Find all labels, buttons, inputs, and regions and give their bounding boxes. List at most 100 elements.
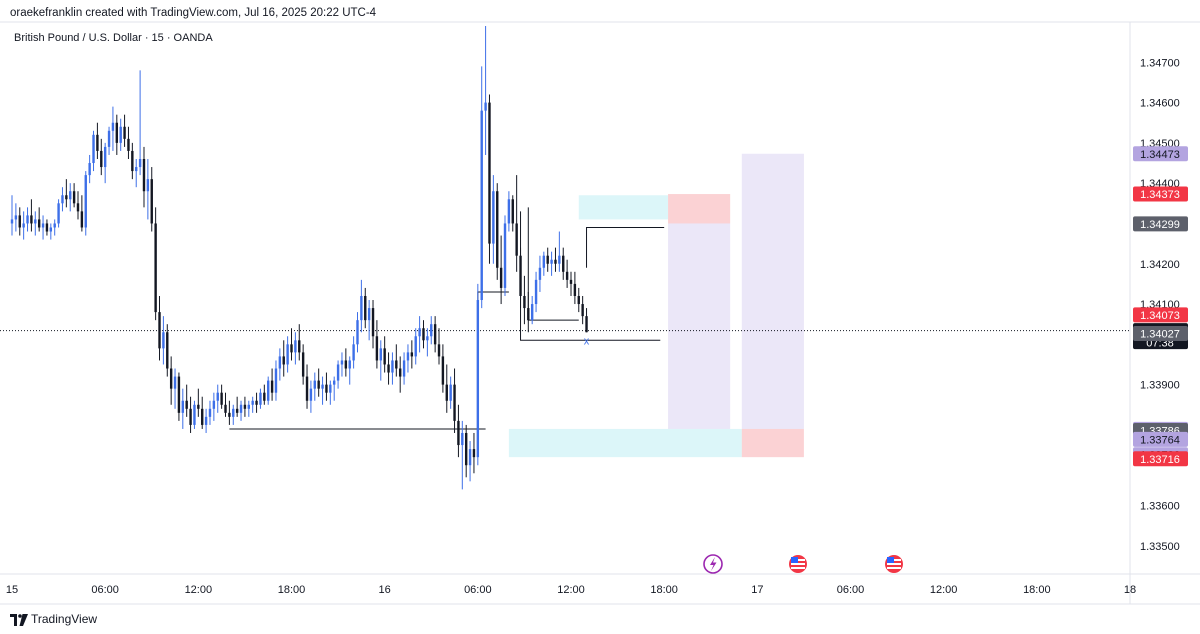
candle-body <box>142 158 146 192</box>
candle-body <box>208 408 212 417</box>
candle <box>530 295 534 325</box>
candle-body <box>367 308 371 321</box>
red-zone <box>668 194 731 224</box>
candle-body <box>336 364 340 381</box>
candle-body <box>507 199 511 224</box>
candle <box>103 142 107 184</box>
candle <box>26 207 29 232</box>
candle <box>166 324 169 377</box>
candle <box>329 380 332 405</box>
candle-body <box>212 400 216 409</box>
candle <box>201 396 204 429</box>
candle <box>228 400 231 425</box>
candle <box>96 122 99 159</box>
candle <box>115 114 119 155</box>
candle <box>278 348 282 381</box>
candle <box>527 291 530 333</box>
candle <box>461 420 464 490</box>
candle-body <box>309 388 313 401</box>
footer: TradingView <box>0 604 1200 634</box>
candle <box>344 348 348 377</box>
candle <box>472 432 476 474</box>
candle-body <box>173 376 177 389</box>
candle-body <box>364 295 367 321</box>
candle-body <box>577 295 580 305</box>
candle-body <box>84 175 87 228</box>
candle <box>193 400 196 429</box>
candle <box>100 138 103 176</box>
candle-body <box>22 223 25 228</box>
candle-body <box>558 255 561 264</box>
candle-body <box>220 392 223 405</box>
candle <box>379 340 382 381</box>
candle-body <box>418 328 421 337</box>
attribution-text: oraekefranklin created with TradingView.… <box>10 7 377 19</box>
us-flag-event-icon[interactable] <box>789 555 807 573</box>
zones-layer <box>508 153 804 458</box>
candle-body <box>127 138 130 151</box>
candle-body <box>391 360 394 373</box>
candle-body <box>565 271 569 280</box>
candle-body <box>154 223 157 313</box>
candle-body <box>239 404 243 413</box>
candle <box>558 231 561 272</box>
candle <box>445 364 448 413</box>
time-tick-label: 18:00 <box>1023 584 1051 596</box>
candle <box>371 300 375 349</box>
candle <box>332 376 336 401</box>
candle <box>189 396 192 433</box>
price-axis[interactable]: 1.335001.336001.339001.341001.342001.344… <box>1140 57 1180 553</box>
candle-body <box>426 336 429 341</box>
candle <box>255 392 258 413</box>
candle <box>402 352 406 385</box>
candle <box>480 66 483 309</box>
candle <box>301 344 305 385</box>
price-tag-label: 1.34027 <box>1140 328 1180 340</box>
time-tick-label: 16 <box>379 584 391 596</box>
candle <box>65 179 68 208</box>
candle <box>224 392 227 417</box>
candle <box>573 271 577 305</box>
candle <box>476 283 480 466</box>
time-tick-label: 06:00 <box>91 584 119 596</box>
candle-body <box>329 384 332 393</box>
candle <box>14 203 18 232</box>
candle <box>34 211 37 236</box>
candle-body <box>542 255 546 268</box>
lightning-event-icon[interactable] <box>703 554 723 574</box>
candle <box>251 396 254 413</box>
candle-body <box>449 384 452 401</box>
drawings-layer: x <box>0 207 1130 430</box>
time-tick-label: 18:00 <box>650 584 678 596</box>
candle-body <box>189 408 192 425</box>
time-axis[interactable]: 15 06:00 12:00 18:00 16 06:00 12:00 18:00 17 06:0… <box>6 584 1136 596</box>
symbol-label: British Pound / U.S. Dollar · 15 · OANDA <box>14 32 213 44</box>
candle-body <box>519 255 522 296</box>
candle <box>488 94 491 264</box>
candle-body <box>402 360 406 377</box>
candle-body <box>76 203 80 212</box>
candle-body <box>263 392 266 401</box>
candle-body <box>441 356 445 385</box>
candle-body <box>69 191 72 200</box>
candle <box>422 320 425 349</box>
candle-body <box>228 412 231 417</box>
candle <box>111 106 115 151</box>
candle-body <box>177 376 181 413</box>
tradingview-brand: TradingView <box>31 612 98 626</box>
candle-body <box>375 336 379 361</box>
candle-body <box>197 404 200 409</box>
us-flag-event-icon[interactable] <box>885 555 903 573</box>
price-tag: 1.33716 <box>1133 451 1188 467</box>
candle-body <box>437 344 441 357</box>
candle <box>418 316 421 353</box>
price-tag-bg <box>1133 216 1188 232</box>
candle-body <box>360 295 363 321</box>
price-tag-bg <box>1133 431 1188 447</box>
candle-body <box>387 364 390 373</box>
time-tick-label: 06:00 <box>464 584 492 596</box>
candle-body <box>18 215 21 228</box>
candle <box>546 247 549 272</box>
candle <box>69 183 72 212</box>
